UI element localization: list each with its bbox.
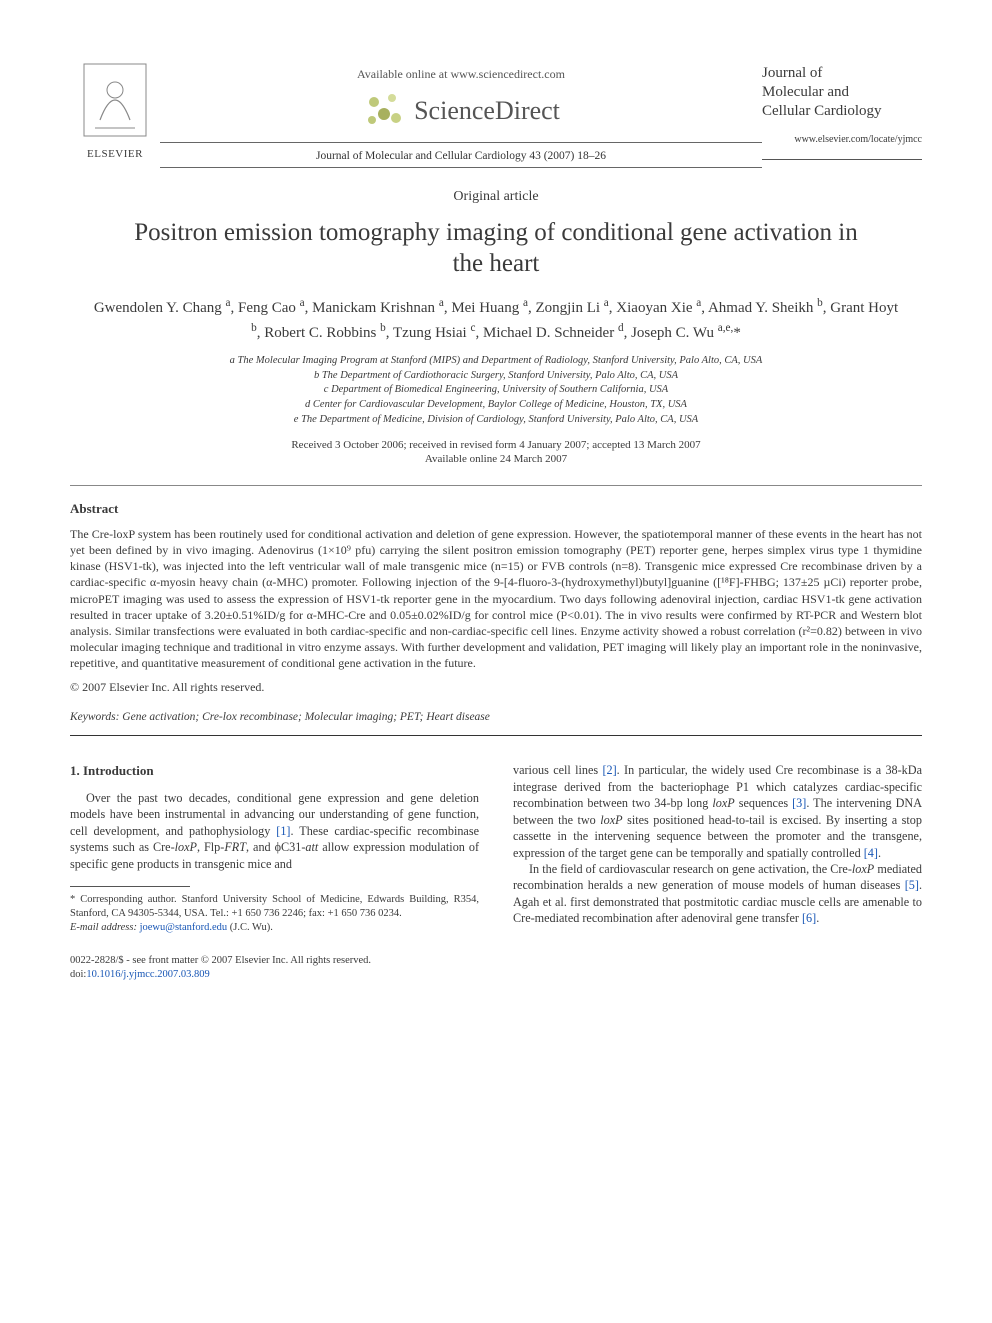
abstract-heading: Abstract bbox=[70, 500, 922, 518]
journal-title-line3: Cellular Cardiology bbox=[762, 102, 922, 121]
affiliation-item: b The Department of Cardiothoracic Surge… bbox=[70, 369, 922, 384]
elsevier-logo-icon bbox=[80, 60, 150, 140]
page-header: ELSEVIER Available online at www.science… bbox=[70, 60, 922, 170]
sciencedirect-row: ScienceDirect bbox=[160, 88, 762, 132]
intro-paragraph-continued: various cell lines [2]. In particular, t… bbox=[513, 762, 922, 861]
article-dates: Received 3 October 2006; received in rev… bbox=[70, 438, 922, 468]
affiliation-item: e The Department of Medicine, Division o… bbox=[70, 413, 922, 428]
received-dates: Received 3 October 2006; received in rev… bbox=[70, 438, 922, 453]
header-rule-top bbox=[160, 142, 762, 143]
doi-label: doi: bbox=[70, 969, 86, 980]
email-line: E-mail address: joewu@stanford.edu (J.C.… bbox=[70, 921, 479, 935]
keywords-label: Keywords: bbox=[70, 711, 119, 723]
corresponding-text: * Corresponding author. Stanford Univers… bbox=[70, 893, 479, 921]
abstract-body: The Cre-loxP system has been routinely u… bbox=[70, 526, 922, 672]
available-online-date: Available online 24 March 2007 bbox=[70, 452, 922, 467]
article-title: Positron emission tomography imaging of … bbox=[130, 217, 862, 280]
intro-paragraph: Over the past two decades, conditional g… bbox=[70, 790, 479, 872]
keywords-text: Gene activation; Cre-lox recombinase; Mo… bbox=[119, 711, 489, 723]
email-address[interactable]: joewu@stanford.edu bbox=[140, 922, 228, 933]
elsevier-label: ELSEVIER bbox=[70, 147, 160, 162]
affiliations: a The Molecular Imaging Program at Stanf… bbox=[70, 354, 922, 427]
journal-reference: Journal of Molecular and Cellular Cardio… bbox=[160, 149, 762, 165]
intro-paragraph-2: In the field of cardiovascular research … bbox=[513, 861, 922, 927]
journal-title-box: Journal of Molecular and Cellular Cardio… bbox=[762, 60, 922, 160]
right-column: various cell lines [2]. In particular, t… bbox=[513, 762, 922, 982]
corresponding-author-footnote: * Corresponding author. Stanford Univers… bbox=[70, 893, 479, 936]
left-column: 1. Introduction Over the past two decade… bbox=[70, 762, 479, 982]
affiliation-item: c Department of Biomedical Engineering, … bbox=[70, 383, 922, 398]
doi-value[interactable]: 10.1016/j.yjmcc.2007.03.809 bbox=[86, 969, 209, 980]
abstract-copyright: © 2007 Elsevier Inc. All rights reserved… bbox=[70, 679, 922, 695]
available-online-text: Available online at www.sciencedirect.co… bbox=[160, 66, 762, 82]
abstract-rule-top bbox=[70, 485, 922, 486]
body-columns: 1. Introduction Over the past two decade… bbox=[70, 762, 922, 982]
journal-title-line1: Journal of bbox=[762, 64, 922, 83]
header-rule-bottom bbox=[160, 167, 762, 168]
footnote-separator bbox=[70, 886, 190, 887]
journal-title-line2: Molecular and bbox=[762, 83, 922, 102]
journal-website: www.elsevier.com/locate/yjmcc bbox=[762, 134, 922, 147]
email-tail: (J.C. Wu). bbox=[227, 922, 273, 933]
email-label: E-mail address: bbox=[70, 922, 137, 933]
abstract-rule-bottom bbox=[70, 735, 922, 736]
introduction-heading: 1. Introduction bbox=[70, 762, 479, 780]
elsevier-block: ELSEVIER bbox=[70, 60, 160, 161]
header-center: Available online at www.sciencedirect.co… bbox=[160, 60, 762, 170]
sciencedirect-text: ScienceDirect bbox=[414, 93, 560, 128]
article-type: Original article bbox=[70, 188, 922, 207]
sciencedirect-icon bbox=[362, 88, 406, 132]
authors-list: Gwendolen Y. Chang a, Feng Cao a, Manick… bbox=[90, 295, 902, 344]
affiliation-item: a The Molecular Imaging Program at Stanf… bbox=[70, 354, 922, 369]
affiliation-item: d Center for Cardiovascular Development,… bbox=[70, 398, 922, 413]
keywords-line: Keywords: Gene activation; Cre-lox recom… bbox=[70, 710, 922, 726]
footer-copyright-line: 0022-2828/$ - see front matter © 2007 El… bbox=[70, 954, 479, 968]
doi-line: doi:10.1016/j.yjmcc.2007.03.809 bbox=[70, 968, 479, 982]
